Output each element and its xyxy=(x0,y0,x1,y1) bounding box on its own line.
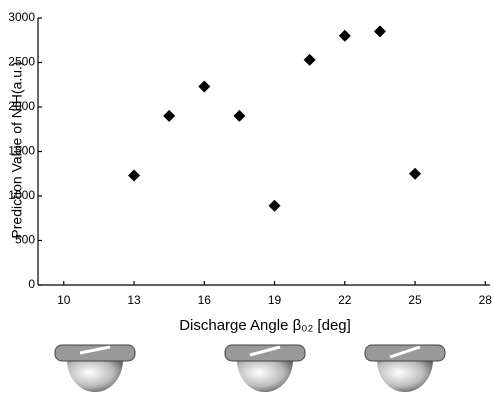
y-tick-label: 1000 xyxy=(8,188,35,202)
point xyxy=(338,29,351,42)
point xyxy=(163,109,176,122)
x-tick-label: 19 xyxy=(268,293,282,307)
y-tick-label: 0 xyxy=(28,277,35,291)
y-tick-label: 1500 xyxy=(8,144,35,158)
pump-illustrations xyxy=(54,344,446,392)
pump-1 xyxy=(54,344,136,392)
point xyxy=(303,53,316,66)
x-tick-label: 16 xyxy=(198,293,212,307)
pump-3 xyxy=(364,344,446,392)
point xyxy=(409,167,422,180)
y-axis-label: Prediction Value of NIH(a.u.) xyxy=(9,61,25,238)
y-tick-label: 3000 xyxy=(8,10,35,24)
x-tick-label: 13 xyxy=(127,293,141,307)
x-tick-label: 22 xyxy=(338,293,352,307)
x-tick-label: 10 xyxy=(57,293,71,307)
pump-2 xyxy=(224,344,306,392)
x-tick-label: 28 xyxy=(479,293,493,307)
x-axis-label: Discharge Angle β₀₂ [deg] xyxy=(179,317,351,334)
y-tick-label: 500 xyxy=(15,233,35,247)
point xyxy=(233,109,246,122)
point xyxy=(128,169,141,182)
y-tick-label: 2500 xyxy=(8,55,35,69)
point xyxy=(268,199,281,212)
x-tick-label: 25 xyxy=(408,293,422,307)
y-tick-label: 2000 xyxy=(8,99,35,113)
point xyxy=(198,80,211,93)
point xyxy=(373,25,386,38)
